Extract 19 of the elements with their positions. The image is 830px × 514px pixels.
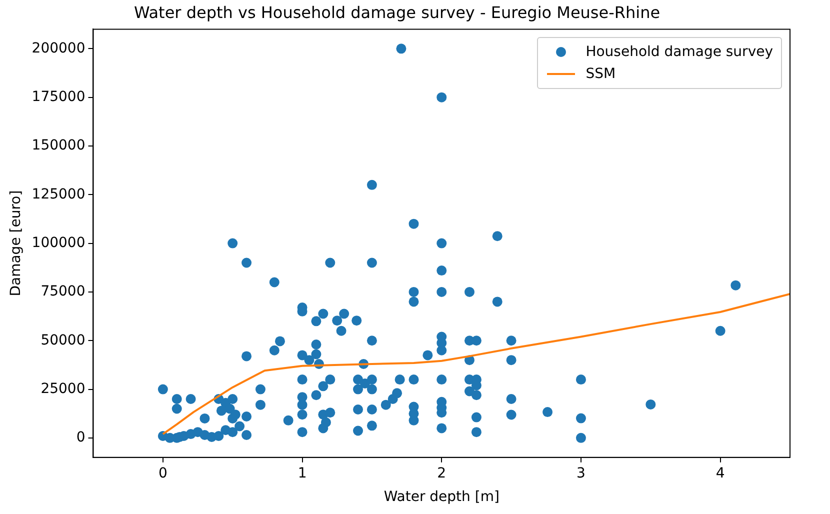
x-tick-label: 1 bbox=[298, 465, 307, 482]
y-tick-label: 25000 bbox=[40, 380, 86, 397]
legend-label: Household damage survey bbox=[586, 43, 773, 62]
x-tick-label: 4 bbox=[716, 465, 725, 482]
x-tick-label: 2 bbox=[437, 465, 446, 482]
x-axis-title: Water depth [m] bbox=[384, 489, 500, 506]
y-tick-label: 100000 bbox=[32, 234, 86, 251]
y-tick-label: 75000 bbox=[40, 284, 86, 300]
y-tick-label: 175000 bbox=[32, 88, 86, 105]
x-tick-label: 3 bbox=[576, 465, 586, 482]
y-tick-label: 200000 bbox=[32, 40, 86, 56]
y-axis-title: Damage [euro] bbox=[8, 190, 24, 296]
y-tick-label: 125000 bbox=[32, 186, 86, 202]
y-tick-label: 50000 bbox=[40, 332, 86, 348]
y-tick-label: 150000 bbox=[32, 138, 86, 154]
legend-label: SSM bbox=[586, 65, 616, 84]
x-tick-label: 0 bbox=[158, 465, 168, 482]
y-tick-label: 0 bbox=[76, 430, 86, 446]
chart-title: Water depth vs Household damage survey - Euregio Meuse-Rhine bbox=[134, 2, 660, 22]
